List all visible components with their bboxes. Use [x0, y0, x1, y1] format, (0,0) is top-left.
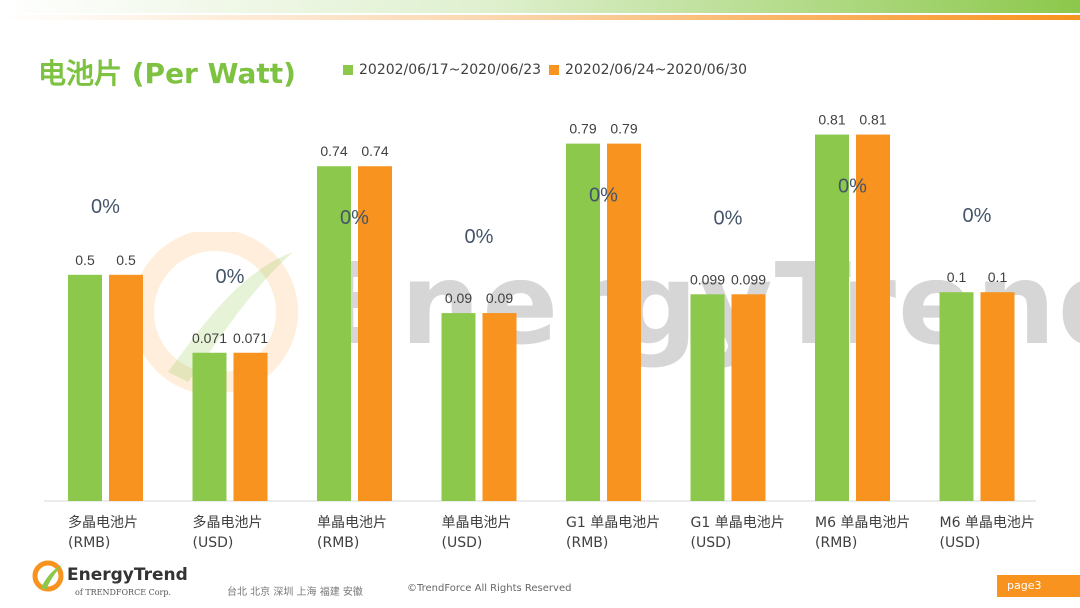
data-label-series-2-7: 0.1 [988, 269, 1008, 285]
category-label-3-line-2: (USD) [442, 535, 483, 551]
bar-series-1-6 [815, 134, 849, 502]
legend-label-series-1: 20202/06/17~2020/06/23 [359, 62, 542, 78]
energytrend-logo-icon [32, 560, 64, 592]
bar-series-2-5 [731, 294, 766, 501]
legend-item-series-2: 20202/06/24~2020/06/30 [549, 62, 747, 78]
legend-swatch-series-1 [343, 65, 353, 75]
bar-series-2-1 [233, 352, 268, 501]
legend-swatch-series-2 [549, 65, 560, 75]
data-label-series-2-5: 0.099 [731, 271, 766, 287]
data-label-series-2-6: 0.81 [859, 112, 886, 128]
footer-sub: of TRENDFORCE Corp. [75, 588, 171, 597]
category-label-1-line-2: (USD) [193, 535, 234, 551]
data-label-series-1-0: 0.5 [75, 252, 95, 268]
bar-series-2-4 [607, 143, 641, 501]
data-label-series-2-4: 0.79 [610, 121, 637, 137]
category-label-7-line-2: (USD) [940, 535, 981, 551]
footer-copyright: ©TrendForce All Rights Reserved [407, 583, 572, 594]
data-label-series-1-3: 0.09 [445, 290, 472, 306]
category-label-2-line-2: (RMB) [317, 535, 359, 551]
change-label-2: 0% [340, 207, 369, 229]
footer-cities: 台北 北京 深圳 上海 福建 安徽 [227, 587, 363, 598]
legend-label-series-2: 20202/06/24~2020/06/30 [565, 62, 748, 78]
change-label-7: 0% [963, 205, 992, 227]
category-label-5-line-2: (USD) [691, 535, 732, 551]
data-label-series-1-1: 0.071 [192, 330, 227, 346]
category-label-3-line-1: 单晶电池片 [442, 515, 512, 531]
data-label-series-1-4: 0.79 [569, 121, 596, 137]
category-label-7-line-1: M6 单晶电池片 [940, 515, 1035, 531]
legend-item-series-1: 20202/06/17~2020/06/23 [343, 62, 541, 78]
top-decorative-band [0, 0, 1080, 22]
bar-series-1-2 [317, 166, 351, 501]
category-label-4-line-1: G1 单晶电池片 [566, 515, 660, 531]
bar-series-1-1 [192, 352, 227, 501]
bar-series-1-7 [939, 292, 974, 501]
data-label-series-2-2: 0.74 [361, 143, 388, 159]
top-band-green [0, 0, 1080, 13]
change-label-0: 0% [91, 196, 120, 218]
change-label-3: 0% [465, 226, 494, 248]
change-label-6: 0% [838, 176, 867, 198]
category-label-6-line-1: M6 单晶电池片 [815, 515, 910, 531]
bar-series-2-7 [980, 292, 1015, 501]
category-label-6-line-2: (RMB) [815, 535, 857, 551]
bar-series-2-6 [856, 134, 890, 502]
footer-brand: EnergyTrend [67, 565, 188, 585]
chart-legend: 20202/06/17~2020/06/23 20202/06/24~2020/… [343, 62, 747, 78]
data-label-series-1-6: 0.81 [818, 112, 845, 128]
bar-series-2-2 [358, 166, 392, 501]
page-title: 电池片 (Per Watt) [38, 57, 296, 90]
change-label-4: 0% [589, 185, 618, 207]
bar-series-2-3 [482, 313, 517, 501]
bar-series-1-3 [441, 313, 476, 501]
category-label-4-line-2: (RMB) [566, 535, 608, 551]
data-label-series-1-5: 0.099 [690, 271, 725, 287]
top-band-orange [0, 15, 1080, 20]
data-label-series-2-0: 0.5 [116, 252, 136, 268]
category-label-0-line-1: 多晶电池片 [68, 514, 138, 531]
bar-chart: 0.5 0.5 0% 多晶电池片 (RMB) 0.071 0.071 0% 多晶电池片 (USD)… [44, 112, 1036, 551]
category-label-1-line-1: 多晶电池片 [193, 514, 263, 531]
data-label-series-2-3: 0.09 [486, 290, 513, 306]
data-label-series-2-1: 0.071 [233, 330, 268, 346]
data-label-series-1-7: 0.1 [947, 269, 967, 285]
page-number-badge: page3 [997, 575, 1080, 597]
category-label-0-line-2: (RMB) [68, 535, 110, 551]
change-label-5: 0% [714, 207, 743, 229]
change-label-1: 0% [216, 266, 245, 288]
bar-series-1-0 [68, 274, 102, 501]
category-label-5-line-1: G1 单晶电池片 [691, 515, 785, 531]
bar-series-1-4 [566, 143, 600, 501]
bar-series-2-0 [109, 274, 143, 501]
data-label-series-1-2: 0.74 [320, 143, 347, 159]
category-label-2-line-1: 单晶电池片 [317, 515, 387, 531]
bar-series-1-5 [690, 294, 725, 501]
